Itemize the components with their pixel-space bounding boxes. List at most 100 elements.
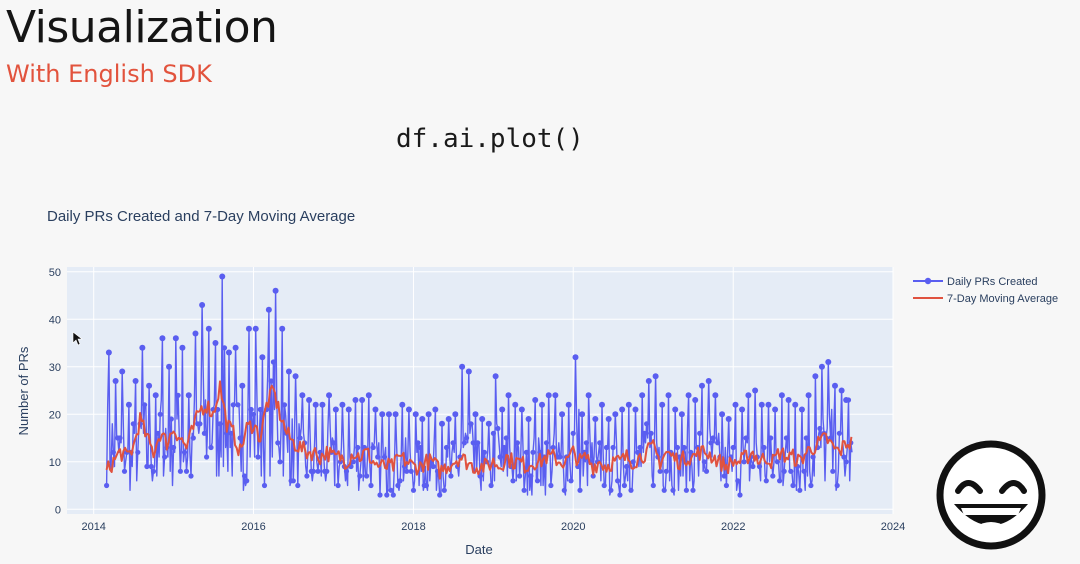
daily-point-minor — [683, 487, 690, 493]
daily-point-minor — [830, 468, 836, 474]
daily-point-minor — [792, 402, 798, 408]
daily-point-minor — [825, 359, 831, 365]
y-tick-label: 50 — [49, 267, 61, 279]
daily-point-minor — [404, 468, 410, 474]
daily-point-minor — [692, 397, 698, 403]
daily-point-minor — [661, 487, 667, 493]
daily-point-minor — [204, 454, 210, 460]
daily-point-minor — [432, 406, 438, 413]
daily-point-minor — [279, 326, 285, 332]
daily-point-minor — [188, 473, 194, 479]
daily-point-minor — [208, 444, 214, 451]
daily-point-minor — [297, 435, 303, 441]
daily-point-minor — [679, 411, 685, 417]
daily-point-minor — [295, 482, 301, 489]
daily-point-minor — [357, 473, 363, 479]
daily-point-minor — [599, 402, 605, 408]
daily-point-minor — [644, 421, 650, 427]
daily-point-minor — [488, 482, 494, 489]
daily-point-minor — [624, 463, 630, 470]
daily-point-minor — [843, 459, 849, 465]
daily-point-minor — [626, 402, 632, 408]
daily-point-minor — [628, 487, 634, 493]
daily-point-minor — [730, 444, 736, 451]
daily-point-minor — [261, 482, 268, 489]
daily-point-minor — [570, 430, 576, 436]
daily-point-minor — [466, 368, 472, 375]
slide-title: Visualization — [6, 2, 278, 53]
y-tick-label: 30 — [49, 362, 61, 374]
daily-point-minor — [248, 406, 254, 413]
daily-point-minor — [559, 411, 565, 417]
legend[interactable]: Daily PRs Created 7-Day Moving Average — [913, 276, 1058, 305]
daily-point-minor — [801, 468, 807, 474]
daily-point-minor — [397, 478, 403, 484]
daily-point-minor — [723, 482, 730, 489]
daily-point-minor — [512, 402, 518, 408]
daily-point-minor — [286, 368, 292, 375]
daily-point-minor — [752, 387, 758, 394]
chart-title: Daily PRs Created and 7-Day Moving Avera… — [47, 208, 355, 225]
daily-point-minor — [783, 435, 790, 441]
daily-point-minor — [237, 435, 243, 441]
daily-point-minor — [426, 411, 432, 417]
daily-point-minor — [592, 416, 598, 422]
daily-point-minor — [528, 473, 534, 479]
daily-point-minor — [257, 406, 263, 413]
daily-point-minor — [106, 349, 112, 356]
daily-point-minor — [495, 425, 501, 432]
daily-point-minor — [646, 378, 652, 384]
daily-point-minor — [239, 383, 245, 389]
daily-point-minor — [799, 406, 805, 413]
daily-point-minor — [583, 440, 590, 446]
daily-point-minor — [552, 392, 559, 398]
daily-point-minor — [601, 482, 607, 489]
daily-point-minor — [721, 473, 727, 479]
daily-point-minor — [670, 487, 676, 493]
daily-point-minor — [219, 273, 225, 280]
daily-point-minor — [546, 392, 552, 398]
daily-point-minor — [641, 430, 648, 436]
daily-point-minor — [310, 468, 316, 474]
x-axis-ticks: 2014 2016 2018 2020 2022 2024 — [81, 521, 905, 533]
daily-point-minor — [548, 482, 554, 489]
legend-item-daily[interactable]: Daily PRs Created — [913, 276, 1037, 288]
daily-point-minor — [230, 402, 236, 408]
daily-point-minor — [648, 430, 654, 436]
daily-point-minor — [273, 288, 279, 294]
daily-point-minor — [281, 402, 288, 408]
daily-point-minor — [630, 459, 636, 465]
daily-point-minor — [153, 392, 159, 398]
daily-point-minor — [543, 440, 550, 446]
daily-point-minor — [226, 349, 232, 356]
daily-point-minor — [650, 482, 656, 489]
y-tick-label: 10 — [49, 457, 61, 469]
daily-point-minor — [686, 392, 692, 398]
daily-point-minor — [388, 487, 394, 493]
daily-point-minor — [339, 402, 345, 408]
daily-point-minor — [461, 440, 467, 446]
daily-point-minor — [493, 373, 499, 379]
daily-point-minor — [206, 326, 212, 332]
daily-point-minor — [486, 421, 492, 427]
daily-point-minor — [566, 402, 572, 408]
daily-point-minor — [635, 449, 641, 455]
x-tick-label: 2024 — [881, 521, 905, 533]
daily-point-minor — [395, 482, 401, 489]
daily-point-minor — [313, 402, 319, 408]
daily-point-minor — [590, 473, 596, 479]
daily-point-minor — [597, 440, 603, 446]
daily-point-minor — [175, 392, 181, 398]
daily-point-minor — [690, 487, 696, 493]
legend-item-moving-average[interactable]: 7-Day Moving Average — [913, 293, 1058, 305]
daily-point-minor — [715, 440, 721, 446]
daily-point-minor — [364, 473, 370, 479]
daily-point-minor — [672, 406, 678, 413]
y-axis-label: Number of PRs — [16, 346, 31, 435]
daily-point-minor — [331, 440, 337, 446]
daily-point-minor — [561, 487, 567, 493]
daily-point-minor — [708, 440, 714, 446]
daily-point-minor — [359, 397, 365, 403]
daily-point-minor — [770, 473, 776, 479]
